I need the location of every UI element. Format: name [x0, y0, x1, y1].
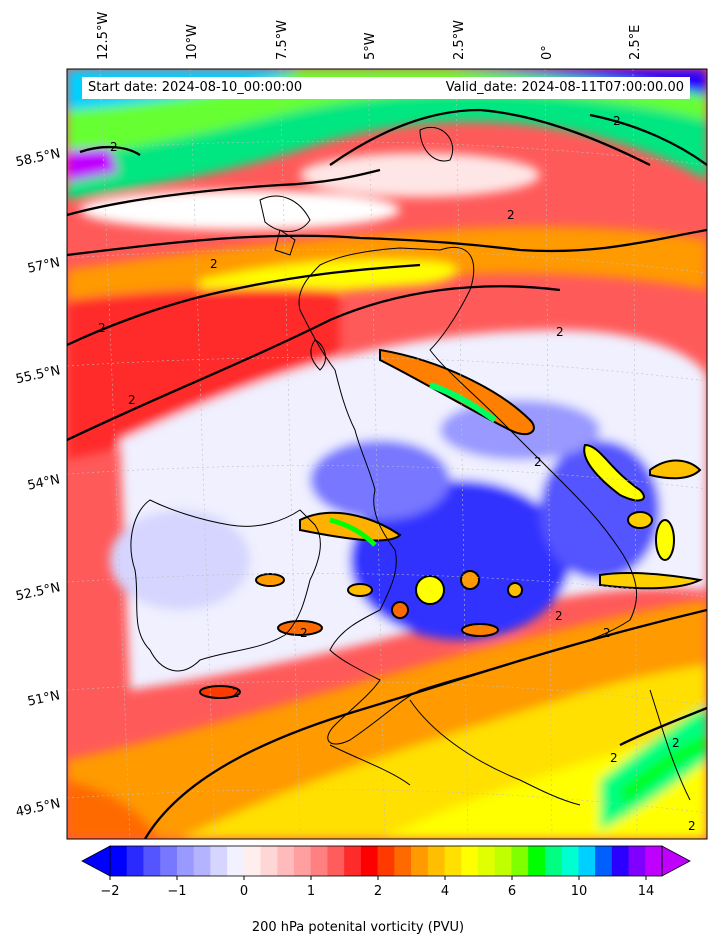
info-bar: Start date: 2024-08-10_00:00:00 Valid_da… [82, 77, 690, 99]
colorbar-swatch [110, 846, 128, 876]
contour-label: 2 [507, 208, 515, 222]
contour-label: 2 [688, 819, 696, 833]
colorbar-swatch [628, 846, 646, 876]
colorbar-swatch [645, 846, 663, 876]
colorbar-tick: 1 [306, 884, 316, 899]
colorbar-tick: −1 [167, 884, 187, 899]
colorbar-tick: 2 [373, 884, 383, 899]
colorbar-swatch [494, 846, 512, 876]
colorbar-swatch [544, 846, 563, 876]
colorbar-swatch [277, 846, 295, 876]
colorbar-swatch [294, 846, 312, 876]
contour-label: 2 [300, 626, 308, 640]
colorbar-swatch [193, 846, 211, 876]
lon-label: 0° [540, 45, 555, 60]
colorbar-swatch [461, 846, 479, 876]
colorbar-tick: −2 [100, 884, 120, 899]
colorbar-swatch [310, 846, 328, 876]
contour-label: 2 [128, 393, 136, 407]
colorbar-tick: 4 [440, 884, 450, 899]
contour-labels: 2 2 2 2 2 2 2 2 2 2 2 2 2 2 2 [98, 114, 696, 833]
colorbar-swatch [360, 846, 379, 876]
colorbar-swatch [176, 846, 195, 876]
valid-date: Valid_date: 2024-08-11T07:00:00.00 [445, 80, 684, 95]
lon-label: 7.5°W [275, 19, 290, 60]
colorbar-tick: 6 [507, 884, 517, 899]
colorbar-swatch [478, 846, 496, 876]
colorbar-swatch [243, 846, 262, 876]
colorbar-swatch [511, 846, 529, 876]
colorbar-swatch [394, 846, 412, 876]
colorbar-swatch [444, 846, 462, 876]
colorbar-swatch [327, 846, 345, 876]
contour-label: 2 [610, 751, 618, 765]
colorbar-tick: 14 [637, 884, 655, 899]
colorbar-swatch [427, 846, 446, 876]
contour-label: 2 [556, 325, 564, 339]
colorbar-swatch [561, 846, 579, 876]
coastlines [130, 126, 691, 806]
colorbar-swatch [595, 846, 613, 876]
pv-field: 2 2 2 2 2 2 2 2 2 2 2 2 2 2 2 [67, 69, 707, 839]
colorbar-swatch [411, 846, 429, 876]
map-frame [66, 68, 708, 840]
contour-label: 2 [98, 321, 106, 335]
contour-label: 2 [210, 257, 218, 271]
start-date: Start date: 2024-08-10_00:00:00 [88, 80, 303, 95]
contour-label: 2 [672, 736, 680, 750]
contour-label: 2 [603, 626, 611, 640]
contour-label: 2 [232, 686, 240, 700]
colorbar-swatch [210, 846, 228, 876]
contour-label: 2 [110, 140, 118, 154]
colorbar [81, 845, 691, 880]
colorbar-swatch [126, 846, 144, 876]
colorbar-swatch [528, 846, 546, 876]
colorbar-swatch [227, 846, 245, 876]
colorbar-tick: 0 [239, 884, 249, 899]
colorbar-swatch [611, 846, 630, 876]
colorbar-tick: 10 [570, 884, 588, 899]
colorbar-swatch [377, 846, 395, 876]
colorbar-frame [109, 845, 663, 877]
contour-label: 2 [555, 609, 563, 623]
lon-label: 2.5°E [628, 24, 643, 60]
colorbar-extend-min [81, 845, 111, 877]
colorbar-swatch [160, 846, 178, 876]
contour-label: 2 [534, 455, 542, 469]
lon-label: 12.5°W [96, 11, 111, 60]
lon-label: 10°W [185, 24, 200, 60]
colorbar-swatch [143, 846, 161, 876]
colorbar-extend-max [661, 845, 691, 877]
colorbar-swatch [260, 846, 278, 876]
colorbar-title: 200 hPa potenital vorticity (PVU) [251, 920, 465, 935]
contour-label: 2 [613, 114, 621, 128]
colorbar-swatch [578, 846, 596, 876]
graticule [67, 69, 707, 839]
pv-2-contours [67, 108, 707, 839]
lon-label: 5°W [363, 32, 378, 60]
colorbar-swatch [344, 846, 362, 876]
lon-label: 2.5°W [452, 19, 467, 60]
